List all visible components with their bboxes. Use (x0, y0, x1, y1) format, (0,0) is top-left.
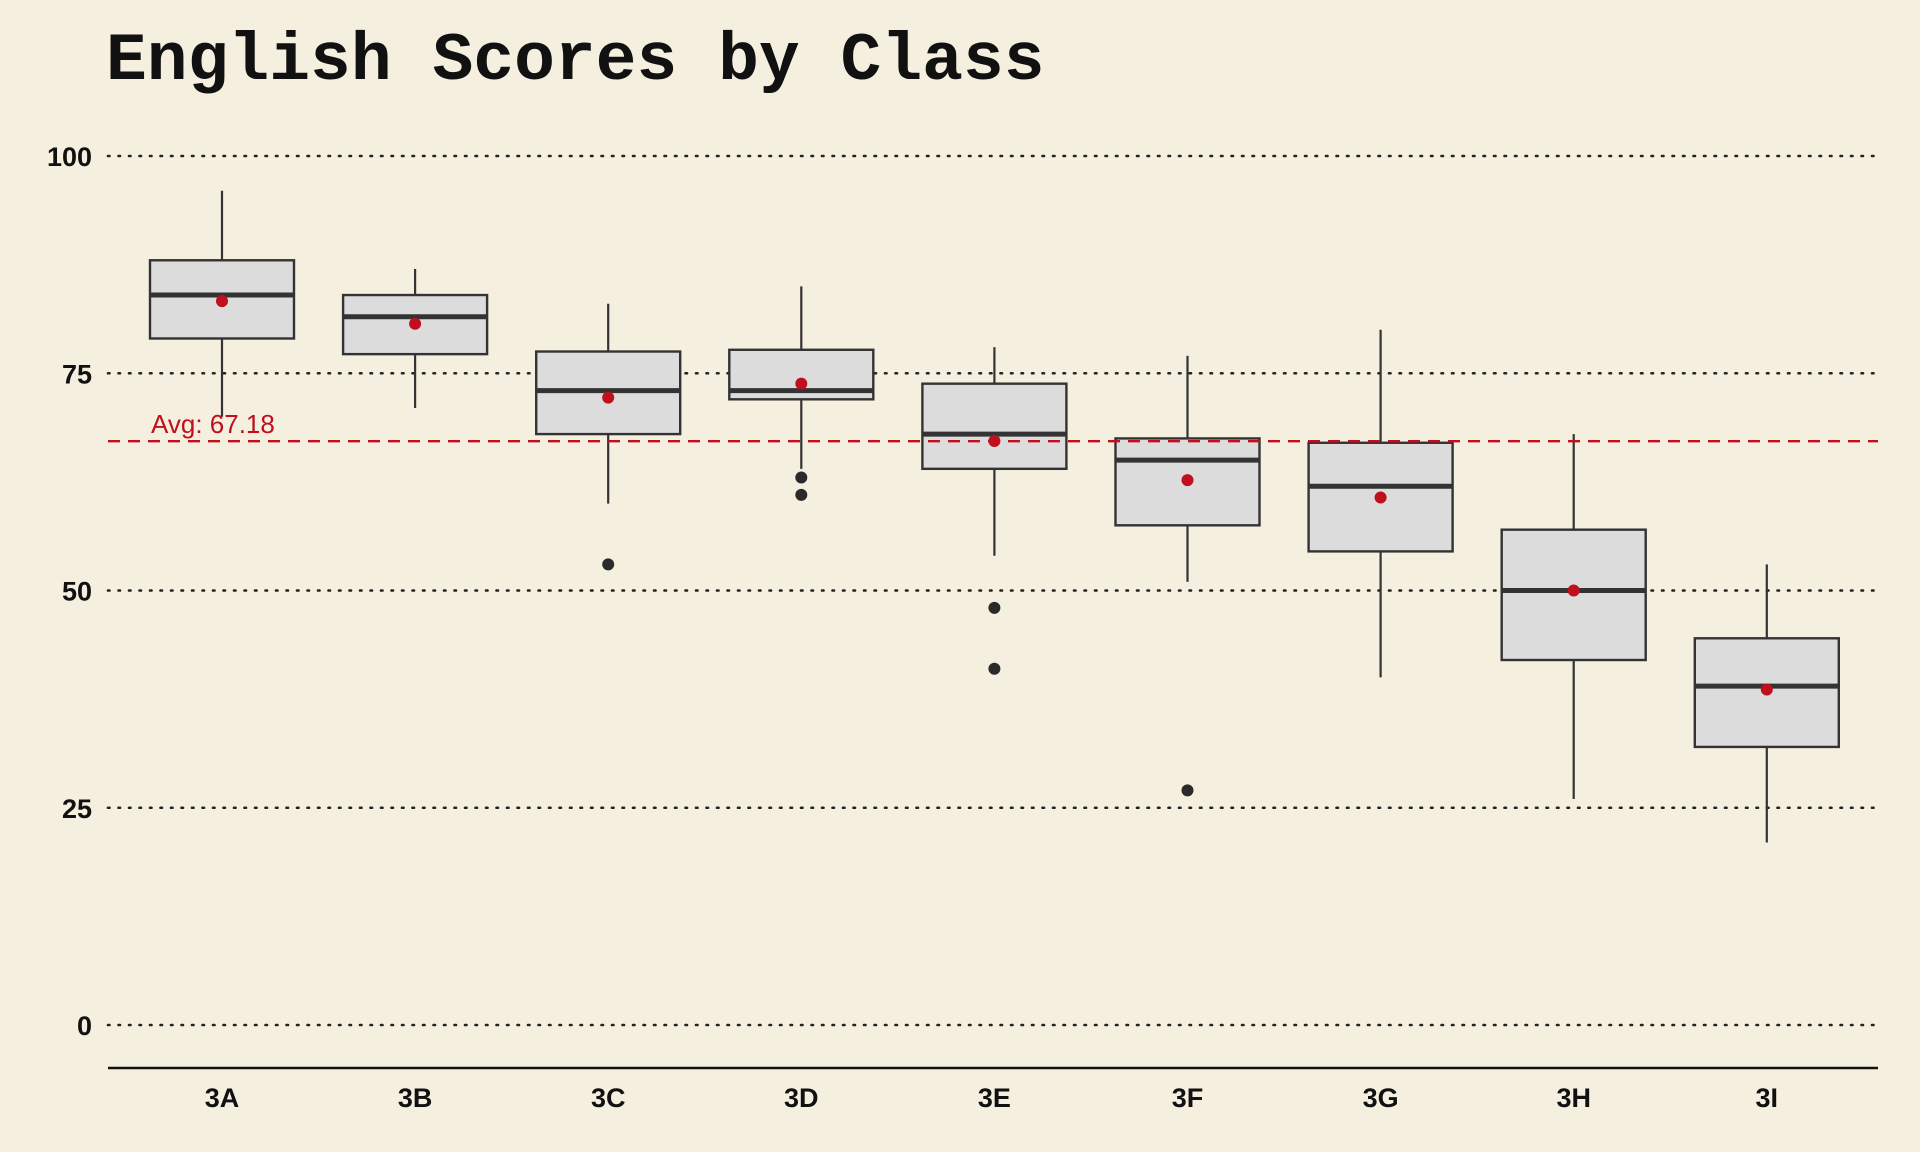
mean-marker (409, 317, 422, 330)
mean-marker (1181, 474, 1194, 487)
mean-marker (602, 391, 615, 404)
boxes (148, 190, 1841, 843)
box-3G (1307, 329, 1454, 678)
box-3C (535, 303, 682, 571)
box-3E (921, 347, 1068, 675)
chart-title: English Scores by Class (106, 23, 1045, 100)
x-tick-label-3A: 3A (205, 1083, 240, 1113)
average-reference-label: Avg: 67.18 (151, 409, 275, 439)
y-tick-label-50: 50 (62, 577, 92, 607)
mean-marker (1760, 683, 1773, 696)
x-axis: 3A 3B 3C 3D 3E 3F 3G 3H 3I (108, 1066, 1878, 1113)
box-3B (341, 268, 489, 409)
x-tick-label-3H: 3H (1556, 1083, 1591, 1113)
outlier-point (1181, 784, 1194, 797)
x-tick-label-3F: 3F (1172, 1083, 1204, 1113)
grid-lines (106, 154, 1880, 1027)
mean-marker (216, 295, 228, 308)
x-tick-label-3G: 3G (1363, 1083, 1399, 1113)
outlier-point (795, 471, 808, 484)
reference-line-group: Avg: 67.18 (108, 409, 1878, 443)
x-tick-label-3E: 3E (978, 1083, 1011, 1113)
box-3F (1114, 355, 1261, 797)
y-tick-label-25: 25 (62, 794, 92, 824)
y-tick-label-75: 75 (62, 359, 92, 389)
mean-marker (795, 377, 808, 390)
box-3A (148, 190, 296, 417)
outlier-point (602, 558, 615, 571)
outlier-point (988, 601, 1001, 614)
y-tick-label-0: 0 (77, 1011, 92, 1041)
y-axis-ticks: 0 25 50 75 100 (47, 142, 92, 1041)
mean-marker (1374, 491, 1387, 504)
outlier-point (795, 488, 808, 501)
box-iqr (921, 382, 1068, 471)
outlier-point (988, 662, 1001, 675)
y-tick-label-100: 100 (47, 142, 92, 172)
x-tick-label-3D: 3D (784, 1083, 819, 1113)
x-tick-label-3I: 3I (1756, 1083, 1779, 1113)
box-3H (1500, 434, 1647, 800)
box-3D (728, 286, 875, 501)
x-tick-label-3B: 3B (398, 1083, 433, 1113)
x-tick-label-3C: 3C (591, 1083, 626, 1113)
box-3I (1693, 564, 1841, 843)
mean-marker (1567, 584, 1580, 597)
